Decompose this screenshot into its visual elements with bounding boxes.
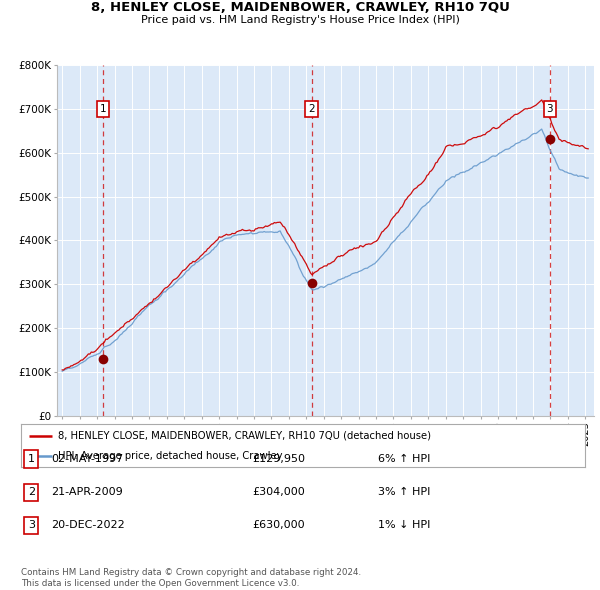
Text: 02-MAY-1997: 02-MAY-1997 (51, 454, 123, 464)
Text: 1: 1 (100, 104, 106, 114)
Text: Contains HM Land Registry data © Crown copyright and database right 2024.: Contains HM Land Registry data © Crown c… (21, 568, 361, 576)
Text: HPI: Average price, detached house, Crawley: HPI: Average price, detached house, Craw… (58, 451, 282, 461)
Text: 8, HENLEY CLOSE, MAIDENBOWER, CRAWLEY, RH10 7QU: 8, HENLEY CLOSE, MAIDENBOWER, CRAWLEY, R… (91, 1, 509, 14)
Text: 2: 2 (308, 104, 315, 114)
Text: 21-APR-2009: 21-APR-2009 (51, 487, 123, 497)
Text: 1: 1 (28, 454, 35, 464)
Text: £304,000: £304,000 (252, 487, 305, 497)
Text: £129,950: £129,950 (252, 454, 305, 464)
Text: Price paid vs. HM Land Registry's House Price Index (HPI): Price paid vs. HM Land Registry's House … (140, 15, 460, 25)
Text: 3: 3 (28, 520, 35, 530)
Text: This data is licensed under the Open Government Licence v3.0.: This data is licensed under the Open Gov… (21, 579, 299, 588)
Text: £630,000: £630,000 (252, 520, 305, 530)
Text: 3: 3 (547, 104, 553, 114)
Text: 1% ↓ HPI: 1% ↓ HPI (378, 520, 430, 530)
Text: 3% ↑ HPI: 3% ↑ HPI (378, 487, 430, 497)
Text: 8, HENLEY CLOSE, MAIDENBOWER, CRAWLEY, RH10 7QU (detached house): 8, HENLEY CLOSE, MAIDENBOWER, CRAWLEY, R… (58, 431, 431, 441)
Text: 2: 2 (28, 487, 35, 497)
Text: 6% ↑ HPI: 6% ↑ HPI (378, 454, 430, 464)
Text: 20-DEC-2022: 20-DEC-2022 (51, 520, 125, 530)
